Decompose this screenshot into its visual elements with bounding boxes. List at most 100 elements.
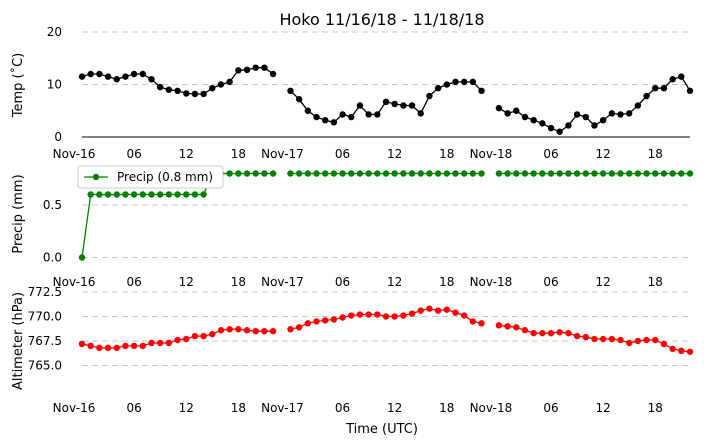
data-point: [96, 70, 103, 78]
x-tick-label: Nov-16: [53, 147, 96, 161]
data-point: [426, 305, 433, 312]
data-point: [652, 84, 659, 92]
data-point: [521, 113, 529, 121]
data-point: [235, 326, 242, 333]
data-point: [669, 170, 676, 177]
data-point: [582, 170, 589, 177]
data-point: [183, 191, 190, 198]
y-tick-label: 772.5: [28, 285, 62, 299]
data-point: [599, 335, 607, 343]
data-point: [139, 70, 146, 78]
data-point: [287, 326, 294, 333]
data-point: [565, 122, 572, 129]
data-point: [686, 348, 694, 355]
data-point: [617, 170, 624, 177]
data-point: [573, 332, 581, 340]
data-point: [521, 327, 529, 334]
altimeter-panel: 765.0 767.5 770.0 772.5 Nov-16 06 12 18 Nov-17 06…: [11, 285, 694, 415]
data-point: [408, 170, 416, 177]
data-point: [582, 113, 589, 121]
data-point: [660, 84, 668, 92]
data-point: [287, 170, 294, 177]
x-tick-label: 18: [648, 147, 663, 161]
data-point: [165, 339, 173, 347]
data-point: [243, 66, 251, 74]
data-point: [478, 320, 485, 327]
x-tick-label: 18: [648, 275, 663, 289]
data-point: [452, 170, 459, 177]
x-tick-label: 06: [335, 275, 350, 289]
data-point: [678, 170, 685, 177]
data-point: [183, 90, 190, 97]
data-point: [174, 87, 181, 95]
data-point: [452, 309, 459, 316]
y-tick-label: 0: [54, 130, 62, 144]
data-point: [191, 332, 199, 340]
data-point: [608, 110, 616, 117]
data-point: [391, 313, 398, 320]
data-point: [356, 170, 364, 177]
x-tick-label: 06: [543, 147, 558, 161]
data-point: [478, 87, 485, 95]
data-point: [434, 307, 442, 314]
data-point: [243, 170, 251, 177]
data-point: [156, 339, 164, 347]
x-tick-label: 12: [387, 147, 402, 161]
data-point: [322, 117, 329, 124]
data-point: [382, 170, 390, 177]
legend-marker: [92, 173, 100, 181]
data-point: [330, 119, 338, 126]
y-tick-label: 10: [47, 78, 62, 92]
data-point: [365, 170, 372, 177]
data-point: [348, 312, 355, 319]
data-point: [295, 96, 303, 103]
chart-title: Hoko 11/16/18 - 11/18/18: [279, 10, 484, 29]
data-point: [122, 191, 129, 198]
data-point: [243, 327, 251, 334]
data-point: [539, 329, 546, 337]
data-point: [565, 329, 572, 337]
data-point: [113, 191, 120, 198]
data-point: [608, 335, 616, 343]
data-point: [400, 102, 407, 109]
data-point: [382, 313, 390, 320]
data-point: [217, 81, 225, 88]
y-axis-label: Temp (˚C): [10, 53, 26, 119]
data-point: [130, 70, 138, 78]
data-point: [261, 170, 268, 177]
data-point: [261, 328, 268, 335]
x-tick-label: 12: [179, 275, 194, 289]
data-point: [556, 128, 563, 135]
data-point: [87, 342, 94, 350]
data-point: [313, 113, 320, 121]
x-axis-label: Time (UTC): [345, 422, 418, 437]
data-point: [156, 191, 164, 198]
data-point: [200, 191, 207, 198]
data-point: [339, 314, 346, 321]
data-point: [626, 110, 633, 117]
data-point: [104, 73, 112, 80]
data-point: [174, 336, 181, 344]
data-point: [261, 64, 268, 71]
data-point: [469, 318, 477, 325]
x-tick-label: 18: [231, 147, 246, 161]
data-point: [339, 170, 346, 177]
y-tick-label: 20: [47, 25, 62, 39]
data-point: [304, 320, 312, 327]
data-point: [443, 306, 450, 313]
data-point: [287, 87, 294, 95]
data-point: [521, 170, 529, 177]
x-tick-label: 06: [335, 401, 350, 415]
data-point: [382, 98, 390, 106]
data-point: [460, 78, 468, 86]
data-point: [530, 117, 537, 124]
data-point: [652, 336, 659, 344]
data-point: [183, 335, 190, 343]
data-point: [452, 78, 459, 86]
data-point: [686, 170, 694, 177]
legend-entry: Precip (0.8 mm): [117, 170, 213, 184]
data-point: [365, 311, 372, 318]
data-point: [295, 170, 303, 177]
data-point: [295, 324, 303, 331]
data-point: [226, 78, 233, 86]
